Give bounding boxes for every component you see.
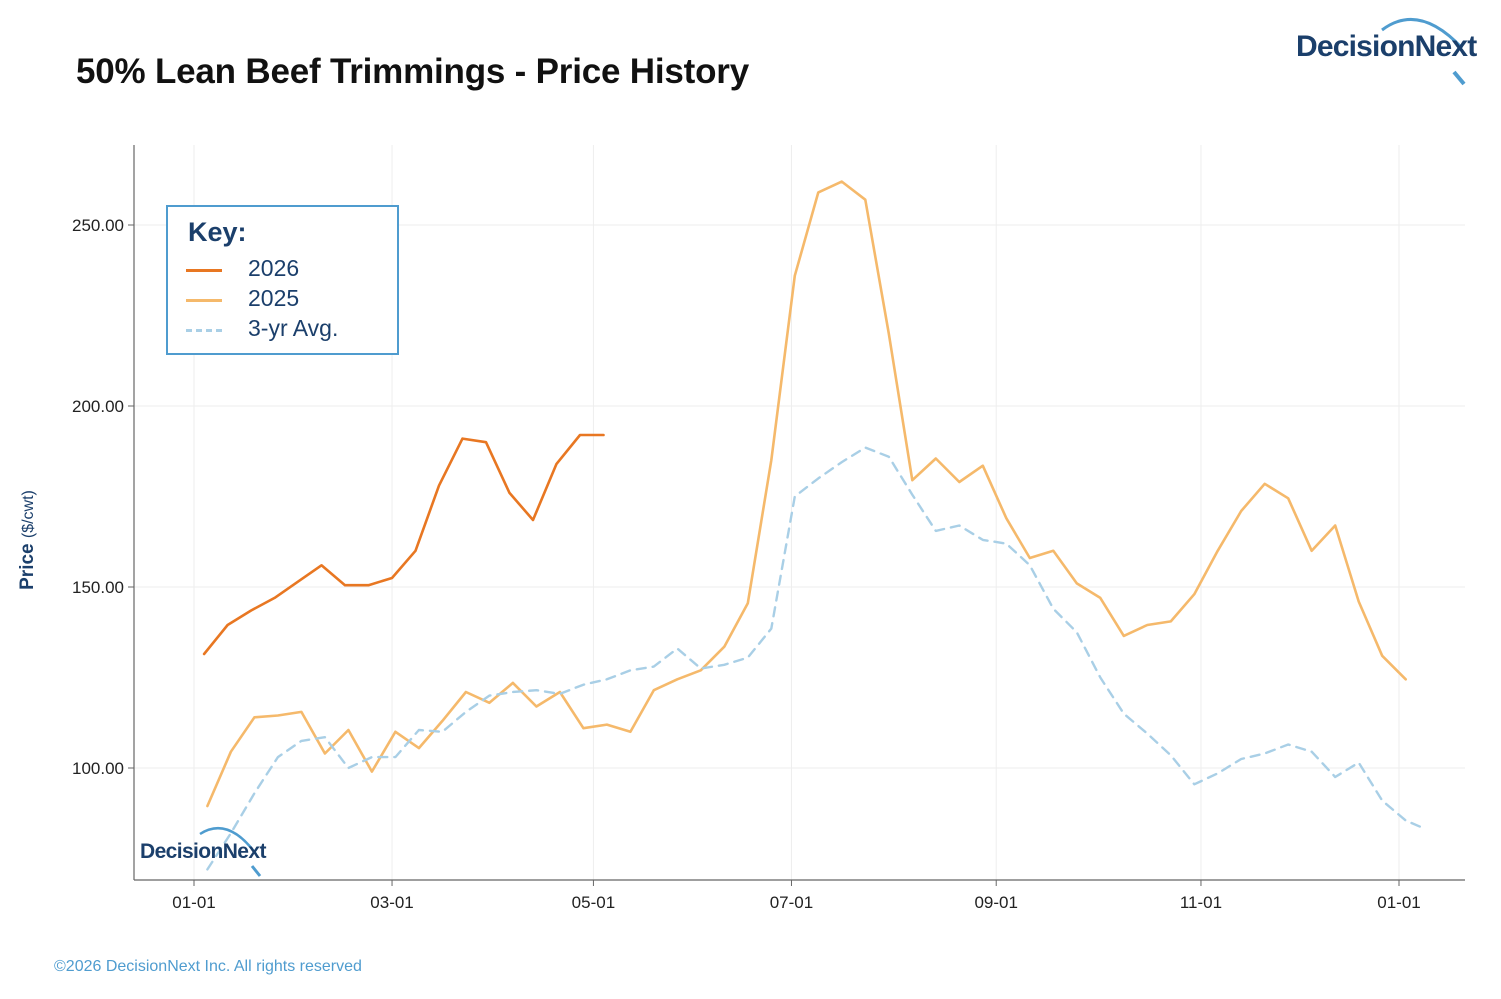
y-tick-label: 150.00 xyxy=(72,578,124,597)
x-tick-label: 11-01 xyxy=(1180,893,1222,912)
chart-legend: Key: 2026 2025 3-yr Avg. xyxy=(166,205,399,355)
y-tick-label: 200.00 xyxy=(72,397,124,416)
chart-axes xyxy=(128,145,1465,886)
legend-swatch-2025 xyxy=(186,299,222,302)
brand-arc-icon xyxy=(1381,17,1466,86)
x-tick-label: 07-01 xyxy=(770,893,813,912)
x-tick-label: 01-01 xyxy=(1377,893,1420,912)
chart-series xyxy=(202,180,1424,871)
watermark-arc-icon xyxy=(199,826,262,877)
legend-label-2026: 2026 xyxy=(248,255,300,281)
legend-label-3yr-avg: 3-yr Avg. xyxy=(248,315,339,341)
series-line-2026 xyxy=(202,433,605,656)
x-tick-label: 03-01 xyxy=(370,893,413,912)
page-title: 50% Lean Beef Trimmings - Price History xyxy=(76,52,749,91)
legend-item-2026: 2026 xyxy=(186,255,396,285)
series-line-3-yr-avg xyxy=(206,446,1424,871)
copyright-footer: ©2026 DecisionNext Inc. All rights reser… xyxy=(54,958,362,975)
y-axis-title-text: Price xyxy=(17,538,38,590)
chart-labels: 01-01 03-01 05-01 07-01 09-01 11-01 01-01 100.0… xyxy=(17,216,1421,912)
x-tick-label: 09-01 xyxy=(974,893,1017,912)
legend-title: Key: xyxy=(188,217,247,247)
y-axis-title: Price ($/cwt) xyxy=(17,490,38,590)
y-axis-unit: ($/cwt) xyxy=(20,490,37,538)
series-line-2025 xyxy=(206,180,1407,808)
legend-swatch-2026 xyxy=(186,269,222,272)
y-tick-label: 250.00 xyxy=(72,216,124,235)
y-tick-label: 100.00 xyxy=(72,759,124,778)
legend-item-2025: 2025 xyxy=(186,285,396,315)
chart-watermark-logo: DecisionNext xyxy=(138,820,268,880)
brand-logo: DecisionNext xyxy=(1294,8,1477,88)
x-tick-label: 05-01 xyxy=(572,893,615,912)
legend-label-2025: 2025 xyxy=(248,285,300,311)
legend-item-3yr-avg: 3-yr Avg. xyxy=(186,315,396,345)
watermark-text: DecisionNext xyxy=(140,840,266,863)
x-tick-label: 01-01 xyxy=(172,893,215,912)
brand-name: DecisionNext xyxy=(1296,30,1477,63)
legend-swatch-3yr-avg xyxy=(186,329,222,332)
